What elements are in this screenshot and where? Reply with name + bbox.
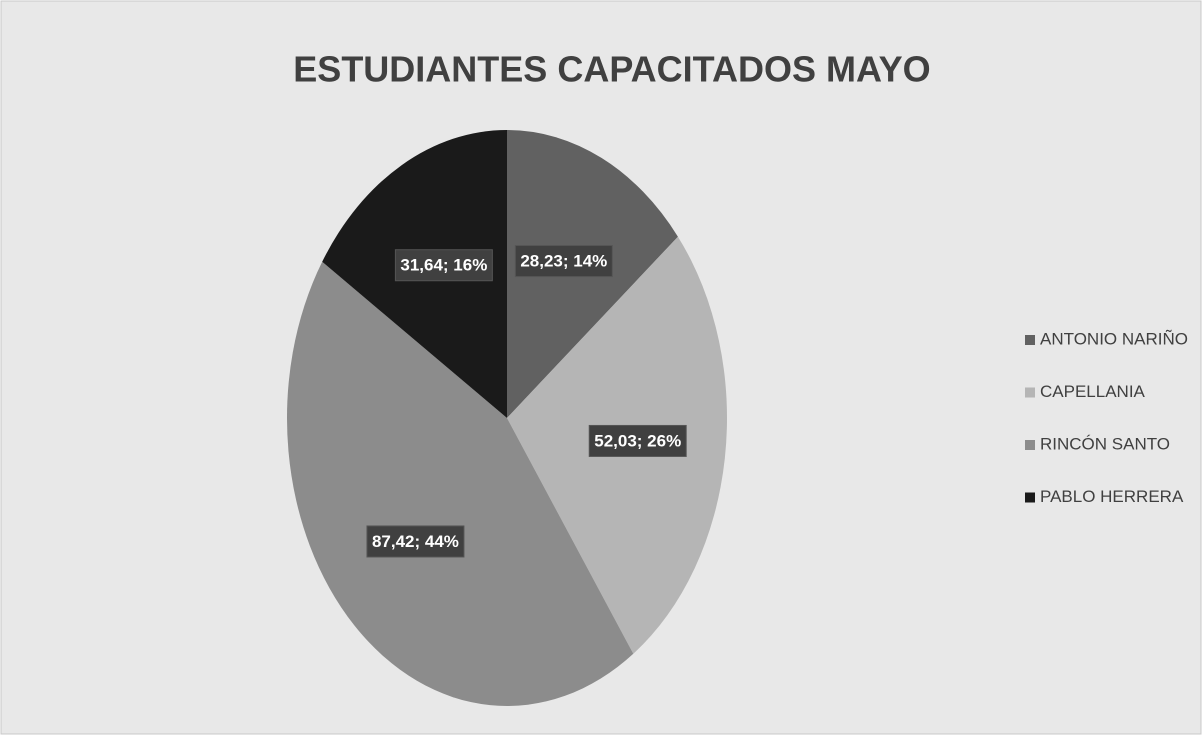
legend-label: ANTONIO NARIÑO [1040, 329, 1188, 348]
data-label: 52,03; 26% [594, 431, 681, 450]
data-label-box [514, 245, 613, 278]
data-label-box [394, 249, 493, 282]
legend-label: RINCÓN SANTO [1040, 434, 1170, 453]
legend-swatch [1025, 335, 1035, 345]
pie-slice [287, 261, 634, 706]
legend-swatch [1025, 387, 1035, 398]
legend-swatch [1025, 440, 1035, 450]
data-label-box [588, 424, 687, 457]
legend-swatch [1025, 492, 1035, 503]
legend-label: PABLO HERRERA [1040, 487, 1184, 506]
data-label: 28,23; 14% [520, 252, 607, 271]
data-label: 87,42; 44% [372, 532, 459, 551]
data-label-box [366, 525, 465, 558]
data-label: 31,64; 16% [400, 256, 487, 275]
legend-label: CAPELLANIA [1040, 382, 1146, 401]
chart-title: ESTUDIANTES CAPACITADOS MAYO [293, 49, 930, 90]
